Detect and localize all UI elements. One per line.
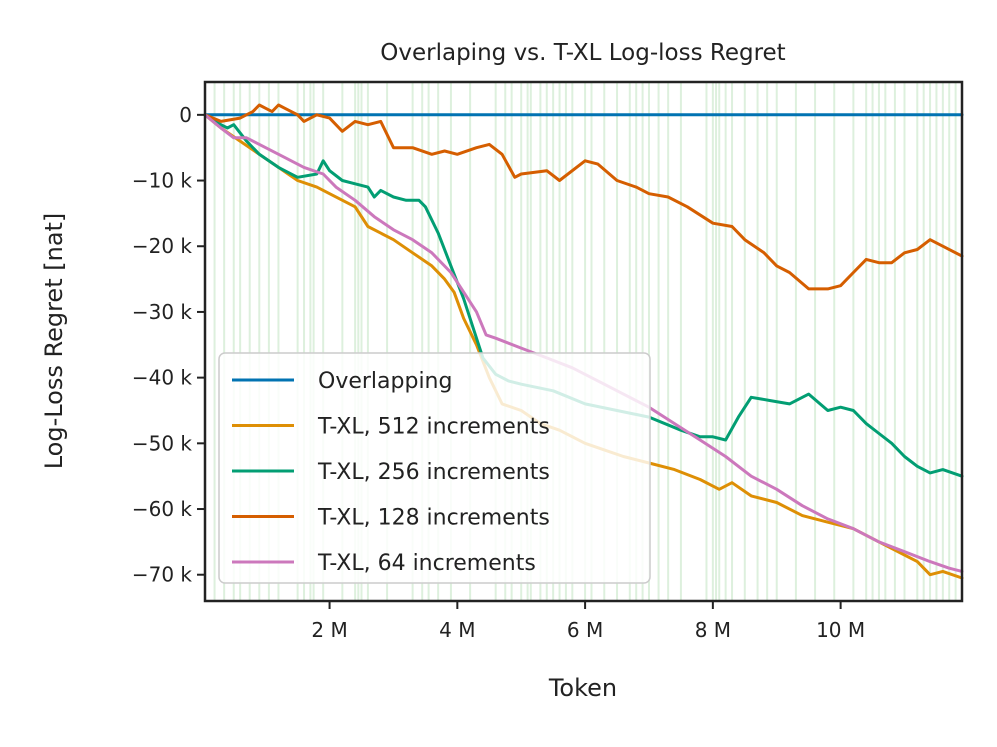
legend-box [218,352,651,584]
y-tick-label: −50 k [132,431,193,455]
legend-label: T-XL, 512 increments [317,415,550,440]
series-line-t-xl-64-increments [203,113,964,573]
chart-title: Overlaping vs. T-XL Log-loss Regret [380,40,785,66]
y-tick-label: −10 k [132,169,193,193]
legend-label: T-XL, 64 increments [317,551,536,576]
legend-label: T-XL, 128 increments [317,506,550,531]
plot-frame [203,80,964,603]
x-tick-label: 6 M [567,618,603,642]
x-tick-label: 2 M [311,618,347,642]
y-axis-label: Log-Loss Regret [nat] [40,213,68,470]
legend-label: T-XL, 256 increments [317,460,550,485]
x-axis-label: Token [548,674,617,702]
y-tick-label: −20 k [132,234,193,258]
y-tick-label: −70 k [132,563,193,587]
y-tick-label: −40 k [132,366,193,390]
x-tick-label: 8 M [695,618,731,642]
y-tick-label: −60 k [132,497,193,521]
y-tick-label: −30 k [132,300,193,324]
legend-label: Overlapping [318,369,452,394]
x-tick-label: 4 M [439,618,475,642]
y-tick-label: 0 [179,103,192,127]
x-tick-label: 10 M [816,618,865,642]
legend: Overlapping T-XL, 512 increments T-XL, 256… [218,352,651,584]
axes: 0 −10 k −20 k −30 k −40 k −50 k −60 k −70 k 2 M 4… [132,80,964,642]
series-line-t-xl-128-increments [203,103,964,291]
